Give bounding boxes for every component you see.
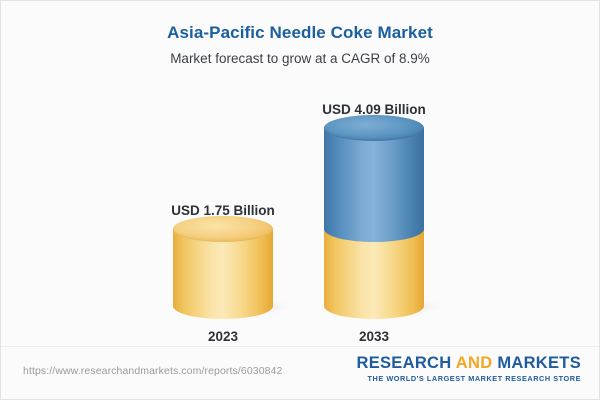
chart-plot-area: USD 1.75 Billion 2023 USD 4.09 Billion — [1, 81, 599, 346]
cylinder-top-lid — [324, 115, 424, 141]
category-label-2033: 2033 — [358, 329, 390, 344]
brand-logo[interactable]: RESEARCH AND MARKETS THE WORLD'S LARGEST… — [356, 354, 581, 384]
logo-wordmark: RESEARCH AND MARKETS — [356, 354, 581, 372]
category-label-2023: 2023 — [207, 329, 239, 344]
cylinder-body — [324, 128, 424, 229]
cylinder-segment-base-2023 — [173, 216, 273, 319]
cylinder-segment-growth-2033 — [324, 115, 424, 242]
page-title: Asia-Pacific Needle Coke Market — [167, 23, 433, 42]
page-subtitle: Market forecast to grow at a CAGR of 8.9… — [170, 51, 430, 66]
bar-value-label-2033: USD 4.09 Billion — [322, 102, 426, 117]
report-url[interactable]: https://www.researchandmarkets.com/repor… — [23, 365, 283, 377]
logo-word-markets: MARKETS — [497, 354, 581, 372]
logo-word-and: AND — [455, 354, 493, 372]
logo-tagline: THE WORLD'S LARGEST MARKET RESEARCH STOR… — [367, 374, 581, 384]
logo-word-research: RESEARCH — [356, 354, 452, 372]
cylinder-top-lid — [173, 216, 273, 242]
bar-value-label-2023: USD 1.75 Billion — [171, 203, 275, 218]
footer: https://www.researchandmarkets.com/repor… — [1, 346, 599, 399]
